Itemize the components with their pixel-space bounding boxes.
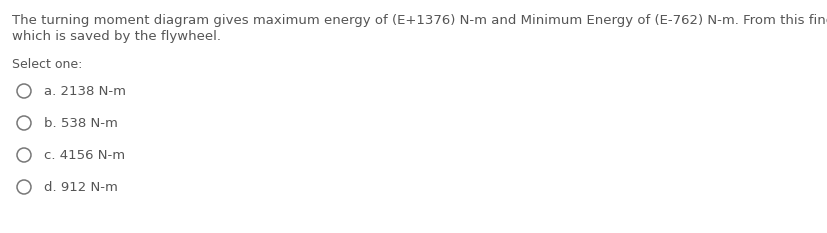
- Text: The turning moment diagram gives maximum energy of (E+1376) N-m and Minimum Ener: The turning moment diagram gives maximum…: [12, 14, 827, 27]
- Text: which is saved by the flywheel.: which is saved by the flywheel.: [12, 30, 221, 43]
- Text: Select one:: Select one:: [12, 58, 82, 71]
- Text: a. 2138 N-m: a. 2138 N-m: [44, 85, 126, 98]
- Text: d. 912 N-m: d. 912 N-m: [44, 181, 117, 194]
- Text: c. 4156 N-m: c. 4156 N-m: [44, 149, 125, 162]
- Text: b. 538 N-m: b. 538 N-m: [44, 117, 117, 130]
